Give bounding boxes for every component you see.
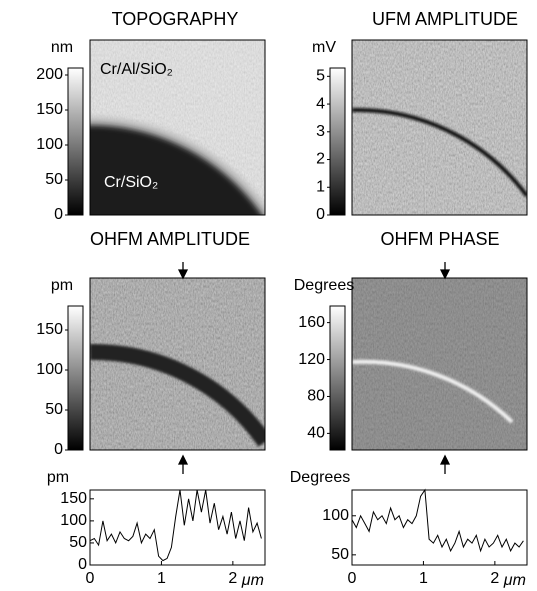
colorbar-tick-label: 120 — [298, 351, 325, 368]
colorbar-tick-label: 150 — [36, 101, 63, 118]
colorbar-tick-label: 40 — [307, 425, 325, 442]
panel-title: OHFM AMPLITUDE — [90, 229, 250, 249]
x-tick-label: 2 — [228, 570, 237, 587]
x-tick-label: 1 — [419, 570, 428, 587]
colorbar-tick-label: 50 — [45, 171, 63, 188]
plot-frame — [351, 489, 528, 566]
panel-title: OHFM PHASE — [380, 229, 499, 249]
ohfm-phase-image — [352, 278, 527, 450]
colorbar-tick-label: 50 — [45, 401, 63, 418]
region-label: Cr/Al/SiO₂ — [100, 61, 173, 78]
arrows — [177, 262, 451, 474]
colorbar-unit: pm — [51, 277, 73, 294]
image-frame — [89, 277, 266, 451]
colorbar-tick-label: 0 — [316, 206, 325, 223]
y-axis-label: pm — [47, 469, 69, 486]
colorbar-tick-label: 5 — [316, 68, 325, 85]
region-label: Cr/SiO₂ — [104, 174, 158, 191]
colorbar-tick-label: 0 — [54, 441, 63, 458]
y-tick-label: 150 — [60, 490, 87, 507]
colorbar-tick-label: 100 — [36, 136, 63, 153]
colorbar-tick-label: 80 — [307, 388, 325, 405]
image-frame — [89, 39, 266, 216]
colorbar-tick-label: 2 — [316, 151, 325, 168]
image-frame — [351, 277, 528, 451]
y-tick-label: 100 — [60, 512, 87, 529]
x-tick-label: 2 — [490, 570, 499, 587]
y-tick-label: 50 — [69, 534, 87, 551]
colorbar — [329, 305, 346, 451]
y-axis-label: Degrees — [290, 469, 350, 486]
colorbar — [67, 67, 84, 216]
colorbar-unit: Degrees — [294, 277, 354, 294]
colorbar-tick-label: 150 — [36, 321, 63, 338]
colorbar — [329, 67, 346, 216]
image-frame — [351, 39, 528, 216]
colorbar-tick-label: 160 — [298, 314, 325, 331]
y-tick-label: 100 — [322, 507, 349, 524]
ohfm-amplitude-image — [90, 278, 265, 450]
colorbar-tick-label: 1 — [316, 178, 325, 195]
x-tick-label: 1 — [157, 570, 166, 587]
line — [351, 488, 524, 553]
x-tick-label: 0 — [86, 570, 95, 587]
x-axis-label: μm — [503, 572, 526, 589]
colorbar-tick-label: 200 — [36, 66, 63, 83]
colorbar-tick-label: 0 — [54, 206, 63, 223]
y-tick-label: 50 — [331, 546, 349, 563]
ufm-image — [352, 40, 527, 215]
colorbar-unit: mV — [312, 39, 336, 56]
x-axis-label: μm — [241, 572, 264, 589]
panel-title: TOPOGRAPHY — [112, 9, 239, 29]
line — [89, 489, 262, 562]
plot-frame — [89, 489, 266, 566]
colorbar-tick-label: 100 — [36, 361, 63, 378]
colorbar-unit: nm — [51, 39, 73, 56]
colorbar-tick-label: 4 — [316, 95, 325, 112]
y-tick-label: 0 — [78, 556, 87, 573]
panel-title: UFM AMPLITUDE — [372, 9, 518, 29]
topography-image — [90, 40, 265, 215]
x-tick-label: 0 — [348, 570, 357, 587]
colorbar — [67, 305, 84, 451]
colorbar-tick-label: 3 — [316, 123, 325, 140]
